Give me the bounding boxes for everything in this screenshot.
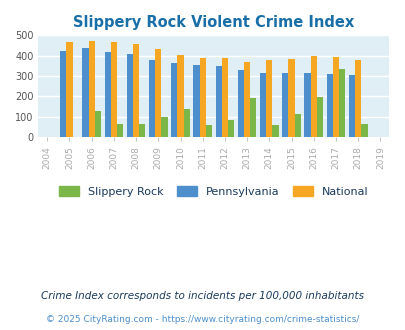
Bar	[117, 124, 123, 137]
Bar	[171, 63, 177, 137]
Bar	[149, 60, 155, 137]
Bar	[82, 48, 88, 137]
Legend: Slippery Rock, Pennsylvania, National: Slippery Rock, Pennsylvania, National	[55, 182, 372, 201]
Bar	[193, 65, 199, 137]
Bar	[326, 74, 332, 137]
Title: Slippery Rock Violent Crime Index: Slippery Rock Violent Crime Index	[73, 15, 354, 30]
Text: © 2025 CityRating.com - https://www.cityrating.com/crime-statistics/: © 2025 CityRating.com - https://www.city…	[46, 315, 359, 324]
Bar	[288, 59, 294, 137]
Bar	[272, 125, 278, 137]
Bar	[139, 124, 145, 137]
Bar	[177, 55, 183, 137]
Bar	[237, 70, 243, 137]
Bar	[243, 62, 249, 137]
Bar	[199, 58, 205, 137]
Bar	[155, 49, 161, 137]
Bar	[104, 52, 111, 137]
Bar	[266, 60, 272, 137]
Bar	[94, 111, 101, 137]
Bar	[304, 73, 310, 137]
Bar	[354, 60, 360, 137]
Bar	[281, 73, 288, 137]
Bar	[126, 54, 133, 137]
Bar	[215, 66, 221, 137]
Bar	[133, 45, 139, 137]
Bar	[66, 42, 72, 137]
Bar	[310, 56, 316, 137]
Bar	[183, 109, 190, 137]
Bar	[221, 58, 228, 137]
Bar	[205, 125, 211, 137]
Bar	[111, 42, 117, 137]
Bar	[228, 120, 234, 137]
Bar	[316, 97, 322, 137]
Bar	[249, 98, 256, 137]
Bar	[161, 117, 167, 137]
Bar	[338, 69, 344, 137]
Bar	[88, 41, 94, 137]
Bar	[348, 75, 354, 137]
Bar	[332, 57, 338, 137]
Bar	[259, 73, 266, 137]
Bar	[294, 114, 300, 137]
Text: Crime Index corresponds to incidents per 100,000 inhabitants: Crime Index corresponds to incidents per…	[41, 291, 364, 301]
Bar	[360, 124, 367, 137]
Bar	[60, 50, 66, 137]
